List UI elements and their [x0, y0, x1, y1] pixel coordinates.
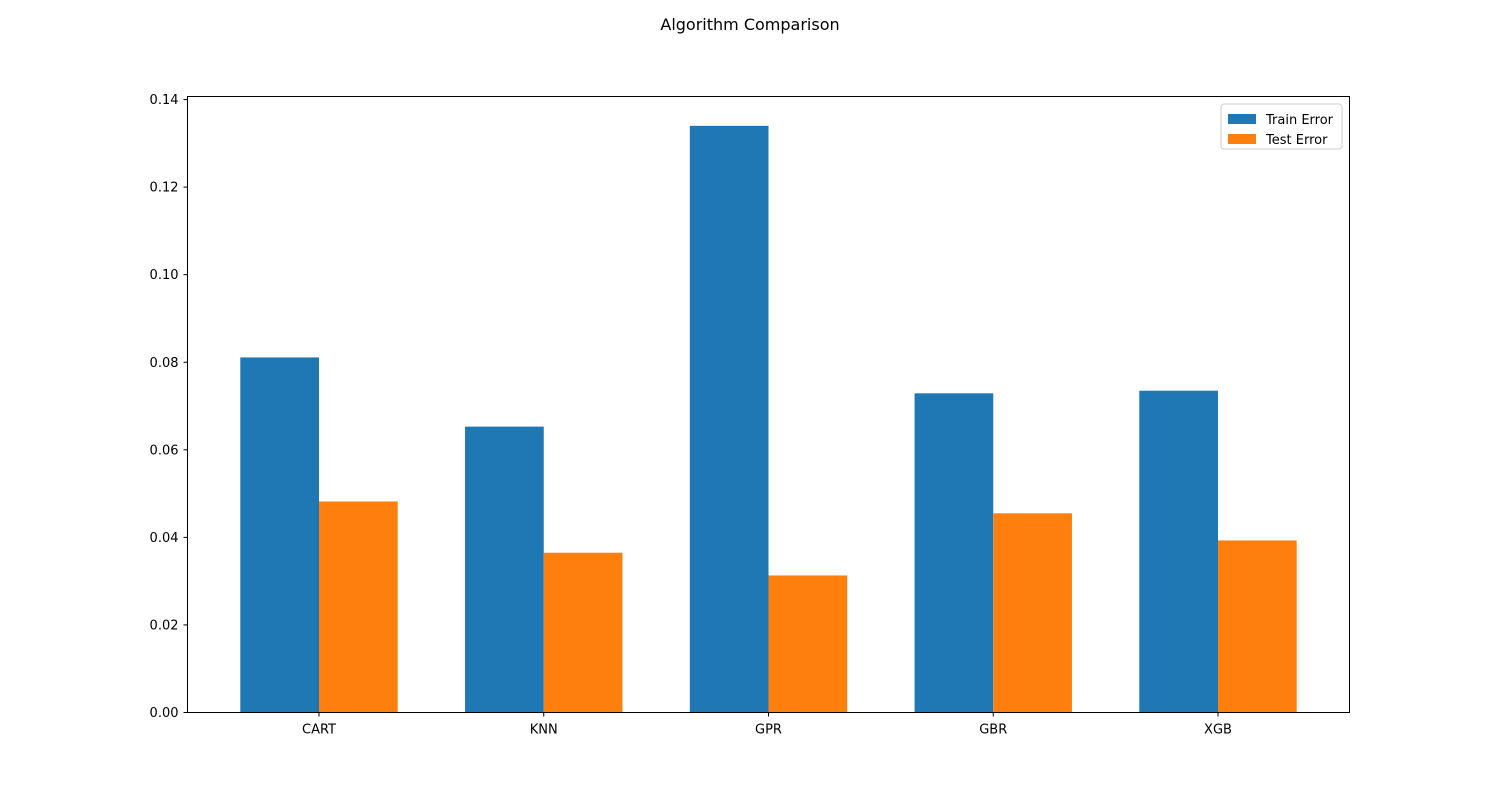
bar-test-error-gbr [993, 513, 1072, 713]
y-tick-label: 0.06 [150, 443, 179, 458]
bar-test-error-xgb [1218, 540, 1297, 713]
y-tick-label: 0.12 [150, 181, 179, 196]
bar-train-error-gpr [689, 125, 769, 713]
x-axis: CART KNN GPR GBR XGB [302, 712, 1232, 738]
bar-train-error-knn [465, 426, 544, 713]
legend-swatch-train-error [1228, 114, 1256, 124]
plot-frame [187, 96, 1350, 713]
y-tick-label: 0.00 [150, 706, 179, 721]
x-tick-label: CART [302, 723, 336, 738]
bar-test-error-knn [543, 552, 623, 713]
legend-swatch-test-error [1228, 134, 1256, 144]
bar-test-error-gpr [768, 575, 848, 713]
legend-label: Train Error [1265, 113, 1334, 128]
y-tick-label: 0.10 [150, 268, 179, 283]
bar-train-error-cart [240, 357, 319, 713]
y-tick-label: 0.02 [150, 618, 179, 633]
bar-test-error-cart [319, 501, 398, 713]
x-tick-label: GBR [979, 723, 1007, 738]
y-axis: 0.00 0.02 0.04 0.06 0.08 0.10 0.12 0.14 [150, 93, 188, 721]
legend-label: Test Error [1265, 133, 1328, 148]
bar-train-error-xgb [1139, 390, 1218, 713]
y-tick-label: 0.08 [150, 356, 179, 371]
bar-train-error-gbr [914, 393, 994, 713]
y-tick-label: 0.14 [150, 93, 179, 108]
y-tick-label: 0.04 [150, 531, 179, 546]
chart-title: Algorithm Comparison [660, 15, 839, 34]
x-tick-label: XGB [1204, 723, 1232, 738]
bars-group [240, 125, 1297, 713]
legend: Train Error Test Error [1220, 103, 1343, 150]
x-tick-label: KNN [530, 723, 558, 738]
x-tick-label: GPR [755, 723, 782, 738]
